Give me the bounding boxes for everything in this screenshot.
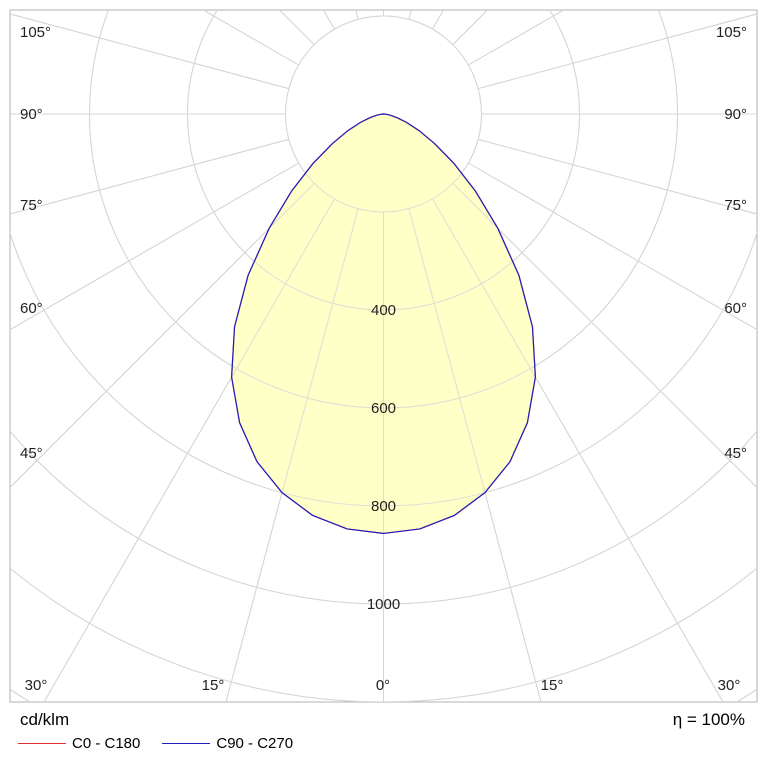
angle-label-left-75: 75° [20,197,43,214]
radial-tick-label-600: 600 [371,400,396,417]
angle-label-right-105: 105° [716,24,747,41]
angle-label-left-45: 45° [20,445,43,462]
angle-label-bottom-r30: 30° [718,677,741,694]
angle-label-bottom-l30: 30° [25,677,48,694]
radial-tick-label-1000: 1000 [367,596,400,613]
grid-spoke-l75-overlay [10,138,289,215]
angle-label-left-60: 60° [20,300,43,317]
legend-swatch-c90-c270 [162,743,211,744]
angle-label-bottom-l15: 15° [202,677,225,694]
angle-label-right-75: 75° [724,197,747,214]
angle-label-right-45: 45° [724,445,747,462]
efficiency-label: η = 100% [672,710,745,729]
grid-spoke-l30-overlay [43,198,335,702]
grid-spoke-r30-overlay [432,198,724,702]
unit-label: cd/klm [20,710,70,729]
legend: C0 - C180 C90 - C270 [18,735,315,752]
grid-spoke-r45-overlay [452,182,757,489]
legend-label-c0-c180: C0 - C180 [72,735,141,752]
angle-label-left-105: 105° [20,24,51,41]
grid-spoke-l105-overlay [10,13,289,90]
angle-label-bottom-r0: 0° [376,677,390,694]
series-line-c90-c270 [231,113,536,535]
legend-item-c90-c270: C90 - C270 [162,735,293,752]
legend-item-c0-c180: C0 - C180 [18,735,140,752]
angle-label-left-90: 90° [20,106,43,123]
grid-spoke-l120-overlay [202,10,299,66]
radial-tick-label-400: 400 [371,302,396,319]
grid-spoke-r120-overlay [468,10,565,66]
labels: 400 600 800 1000 105° 105° 90° 90° 75° 75° 60° 60° 4… [20,24,747,694]
grid-spoke-l45-overlay [10,182,315,489]
grid-spoke-r75-overlay [478,138,757,215]
angle-label-bottom-r15: 15° [541,677,564,694]
angle-label-right-90: 90° [724,106,747,123]
grid-spoke-l60-overlay [10,162,299,331]
legend-swatch-c0-c180 [18,743,66,744]
grid-spoke-r105-overlay [478,13,757,90]
radial-tick-label-800: 800 [371,498,396,515]
grid-spoke-r60-overlay [468,162,757,331]
angle-label-right-60: 60° [724,300,747,317]
legend-label-c90-c270: C90 - C270 [216,735,294,752]
